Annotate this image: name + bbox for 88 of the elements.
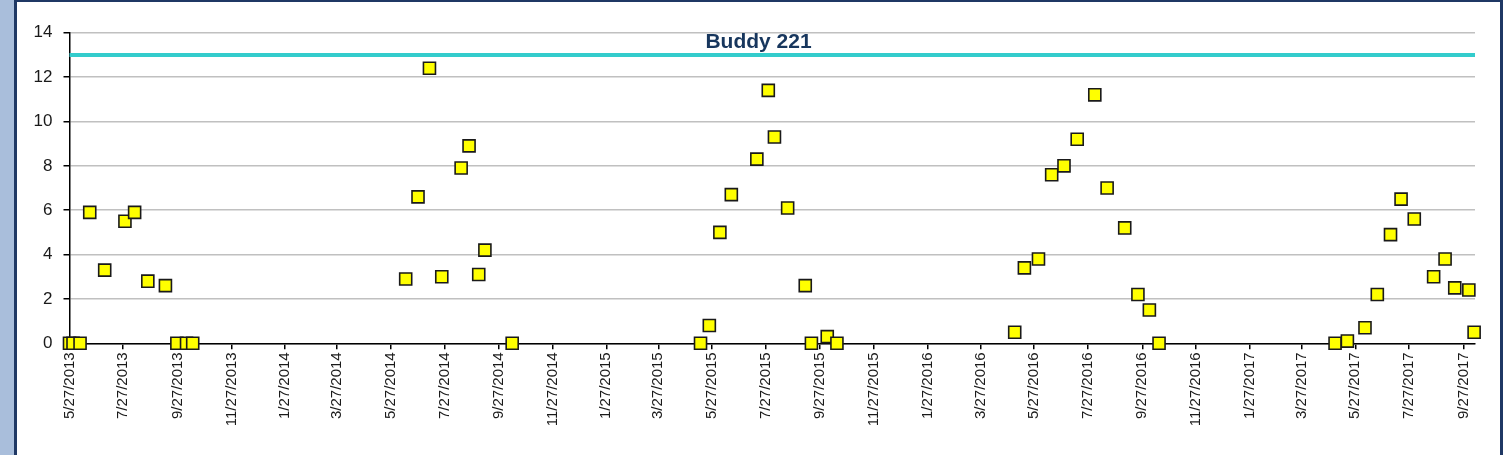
point bbox=[478, 243, 492, 257]
x-tick-label: 5/27/2017 bbox=[1345, 352, 1363, 420]
x-tick-label: 1/27/2017 bbox=[1239, 352, 1257, 420]
x-tick-label: 3/27/2015 bbox=[648, 352, 666, 420]
x-tick-label: 11/27/2016 bbox=[1186, 352, 1204, 427]
point bbox=[505, 336, 519, 351]
y-tick-label: 2 bbox=[43, 288, 53, 308]
point bbox=[798, 278, 813, 293]
point bbox=[1057, 159, 1071, 173]
x-tick-label: 7/27/2016 bbox=[1077, 352, 1095, 420]
point bbox=[1467, 325, 1481, 340]
point bbox=[422, 61, 437, 76]
point bbox=[804, 336, 819, 351]
x-tick-label: 7/27/2013 bbox=[113, 352, 131, 420]
point bbox=[141, 274, 155, 288]
point bbox=[462, 139, 476, 153]
point bbox=[750, 152, 764, 166]
point bbox=[693, 336, 708, 351]
y-tick-label: 10 bbox=[33, 111, 53, 131]
point bbox=[1131, 287, 1145, 302]
point bbox=[1394, 192, 1408, 206]
point bbox=[118, 214, 132, 229]
x-tick-label: 11/27/2014 bbox=[542, 352, 560, 427]
y-tick-label: 14 bbox=[33, 22, 53, 42]
point bbox=[1328, 336, 1342, 351]
y-tick-label: 8 bbox=[43, 155, 53, 175]
y-tick-label: 4 bbox=[43, 244, 53, 264]
point bbox=[454, 161, 468, 175]
chart-title: Buddy 221 bbox=[705, 29, 812, 52]
point bbox=[1031, 252, 1046, 266]
x-tick-label: 11/27/2013 bbox=[221, 352, 239, 427]
point bbox=[1370, 287, 1385, 302]
x-tick-label: 9/27/2014 bbox=[489, 352, 507, 420]
point bbox=[97, 263, 112, 277]
point bbox=[724, 187, 739, 202]
x-tick-label: 9/27/2017 bbox=[1453, 352, 1471, 420]
x-tick-label: 9/27/2015 bbox=[810, 352, 828, 420]
point bbox=[767, 130, 782, 144]
x-tick-label: 9/27/2016 bbox=[1132, 352, 1150, 420]
point bbox=[1017, 261, 1032, 275]
point bbox=[1100, 181, 1114, 195]
point bbox=[1152, 336, 1166, 351]
x-tick-label: 7/27/2015 bbox=[755, 352, 773, 420]
point bbox=[1070, 132, 1085, 146]
point bbox=[702, 318, 717, 333]
x-tick-label: 9/27/2013 bbox=[167, 352, 185, 420]
point bbox=[1447, 281, 1462, 295]
y-tick-label: 12 bbox=[33, 66, 53, 86]
x-tick-label: 3/27/2017 bbox=[1291, 352, 1309, 420]
point bbox=[1340, 334, 1355, 348]
x-tick-label: 5/27/2016 bbox=[1024, 352, 1042, 420]
x-tick-label: 1/27/2016 bbox=[917, 352, 935, 420]
point bbox=[1142, 303, 1157, 317]
point bbox=[1462, 283, 1476, 297]
x-tick-label: 7/27/2014 bbox=[434, 352, 452, 420]
x-tick-label: 5/27/2013 bbox=[59, 352, 77, 420]
x-tick-label: 1/27/2014 bbox=[275, 352, 293, 420]
x-tick-label: 11/27/2015 bbox=[864, 352, 882, 427]
point bbox=[1407, 212, 1422, 226]
x-tick-label: 3/27/2014 bbox=[327, 352, 345, 420]
point bbox=[82, 205, 97, 220]
x-tick-label: 5/27/2015 bbox=[702, 352, 720, 420]
y-tick-label: 0 bbox=[43, 332, 53, 352]
point bbox=[1426, 269, 1441, 284]
point bbox=[761, 83, 776, 98]
point bbox=[1117, 221, 1132, 235]
point bbox=[830, 336, 844, 351]
point bbox=[1007, 325, 1022, 340]
point bbox=[158, 278, 173, 293]
point bbox=[411, 190, 425, 204]
point bbox=[1044, 167, 1059, 182]
x-tick-label: 3/27/2016 bbox=[970, 352, 988, 420]
x-tick-label: 1/27/2015 bbox=[596, 352, 614, 420]
point bbox=[780, 201, 795, 215]
point bbox=[185, 336, 200, 351]
point bbox=[1383, 227, 1398, 242]
point bbox=[127, 205, 142, 220]
point bbox=[471, 267, 486, 282]
x-tick-label: 7/27/2017 bbox=[1399, 352, 1417, 420]
point bbox=[1087, 88, 1102, 102]
x-tick-label: 5/27/2014 bbox=[380, 352, 398, 420]
point bbox=[713, 225, 727, 240]
point bbox=[1438, 252, 1452, 266]
y-tick-label: 6 bbox=[43, 199, 53, 219]
point bbox=[73, 336, 87, 351]
point bbox=[398, 272, 413, 286]
point bbox=[434, 269, 449, 284]
point bbox=[1358, 320, 1372, 335]
